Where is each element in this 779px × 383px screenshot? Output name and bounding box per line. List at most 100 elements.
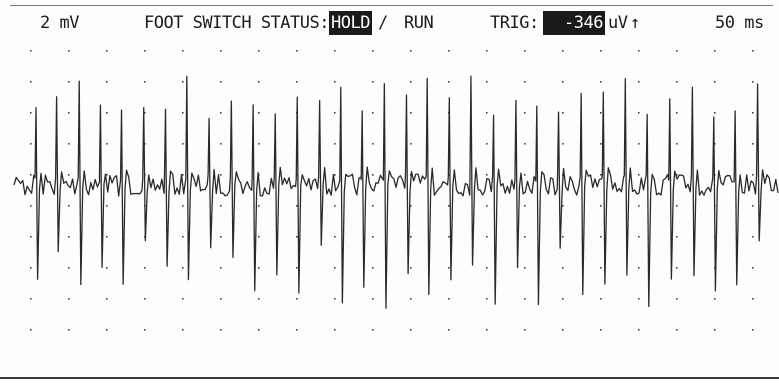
grid-dot bbox=[676, 298, 678, 300]
grid-dot bbox=[638, 174, 640, 176]
grid-dot bbox=[372, 50, 374, 52]
grid-dot bbox=[562, 112, 564, 114]
grid-dot bbox=[600, 143, 602, 145]
grid-dot bbox=[676, 143, 678, 145]
grid-dot bbox=[182, 236, 184, 238]
grid-dot bbox=[334, 205, 336, 207]
grid-dot bbox=[258, 298, 260, 300]
grid-dot bbox=[144, 298, 146, 300]
grid-dot bbox=[182, 143, 184, 145]
grid-dot bbox=[220, 50, 222, 52]
hold-mode-button[interactable]: HOLD bbox=[329, 11, 372, 35]
grid-dot bbox=[30, 329, 32, 331]
grid-dot bbox=[182, 205, 184, 207]
grid-dot bbox=[486, 267, 488, 269]
grid-dot bbox=[752, 205, 754, 207]
grid-dot bbox=[106, 112, 108, 114]
grid-dot bbox=[106, 267, 108, 269]
grid-dot bbox=[448, 267, 450, 269]
grid-dot bbox=[334, 236, 336, 238]
grid-dot bbox=[752, 174, 754, 176]
grid-dot bbox=[600, 81, 602, 83]
grid-dot bbox=[448, 298, 450, 300]
grid-dot bbox=[714, 143, 716, 145]
grid-dot bbox=[372, 298, 374, 300]
grid-dot bbox=[372, 329, 374, 331]
grid-dot bbox=[714, 329, 716, 331]
grid-dot bbox=[410, 81, 412, 83]
grid-dot bbox=[448, 50, 450, 52]
grid-dot bbox=[410, 267, 412, 269]
grid-dot bbox=[676, 174, 678, 176]
grid-dot bbox=[144, 81, 146, 83]
grid-dot bbox=[638, 236, 640, 238]
grid-dot bbox=[714, 112, 716, 114]
trigger-value[interactable]: -346 bbox=[543, 11, 605, 35]
grid-dot bbox=[106, 143, 108, 145]
grid-dot bbox=[220, 267, 222, 269]
grid-dot bbox=[600, 205, 602, 207]
grid-dot bbox=[182, 267, 184, 269]
grid-dot bbox=[106, 50, 108, 52]
grid-dot bbox=[638, 143, 640, 145]
run-mode-button[interactable]: RUN bbox=[404, 13, 434, 33]
grid-dot bbox=[258, 329, 260, 331]
grid-dot bbox=[296, 267, 298, 269]
trigger-unit: uV bbox=[608, 13, 628, 33]
grid-dot bbox=[524, 236, 526, 238]
grid-dot bbox=[486, 205, 488, 207]
grid-dot bbox=[296, 205, 298, 207]
grid-dot bbox=[220, 81, 222, 83]
grid-dot bbox=[30, 143, 32, 145]
grid-dot bbox=[486, 81, 488, 83]
grid-dot bbox=[524, 174, 526, 176]
grid-dot bbox=[676, 50, 678, 52]
grid-dot bbox=[68, 298, 70, 300]
grid-dot bbox=[676, 112, 678, 114]
grid-dot bbox=[106, 205, 108, 207]
grid-dots bbox=[30, 50, 754, 331]
grid-dot bbox=[68, 205, 70, 207]
grid-dot bbox=[486, 143, 488, 145]
grid-dot bbox=[334, 81, 336, 83]
grid-dot bbox=[752, 329, 754, 331]
grid-dot bbox=[714, 50, 716, 52]
grid-dot bbox=[752, 112, 754, 114]
grid-dot bbox=[220, 143, 222, 145]
grid-dot bbox=[68, 50, 70, 52]
grid-dot bbox=[600, 112, 602, 114]
grid-dot bbox=[562, 329, 564, 331]
grid-dot bbox=[486, 329, 488, 331]
grid-dot bbox=[30, 267, 32, 269]
grid-dot bbox=[486, 174, 488, 176]
grid-dot bbox=[714, 81, 716, 83]
grid-dot bbox=[182, 298, 184, 300]
grid-dot bbox=[334, 329, 336, 331]
grid-dot bbox=[524, 112, 526, 114]
grid-dot bbox=[600, 329, 602, 331]
grid-dot bbox=[714, 298, 716, 300]
grid-dot bbox=[220, 205, 222, 207]
grid-dot bbox=[752, 50, 754, 52]
grid-dot bbox=[258, 236, 260, 238]
grid-dot bbox=[296, 298, 298, 300]
grid-dot bbox=[448, 81, 450, 83]
grid-dot bbox=[30, 298, 32, 300]
grid-dot bbox=[296, 81, 298, 83]
grid-dot bbox=[30, 174, 32, 176]
grid-dot bbox=[524, 298, 526, 300]
grid-dot bbox=[182, 50, 184, 52]
grid-dot bbox=[600, 174, 602, 176]
foot-switch-status-label: FOOT SWITCH STATUS: bbox=[144, 13, 329, 33]
grid-dot bbox=[68, 81, 70, 83]
grid-dot bbox=[258, 205, 260, 207]
grid-dot bbox=[220, 112, 222, 114]
grid-dot bbox=[486, 50, 488, 52]
grid-dot bbox=[410, 143, 412, 145]
grid-dot bbox=[106, 329, 108, 331]
grid-dot bbox=[372, 81, 374, 83]
trigger-slope-arrow-icon: ↑ bbox=[630, 13, 640, 33]
grid-dot bbox=[524, 81, 526, 83]
grid-dot bbox=[182, 329, 184, 331]
